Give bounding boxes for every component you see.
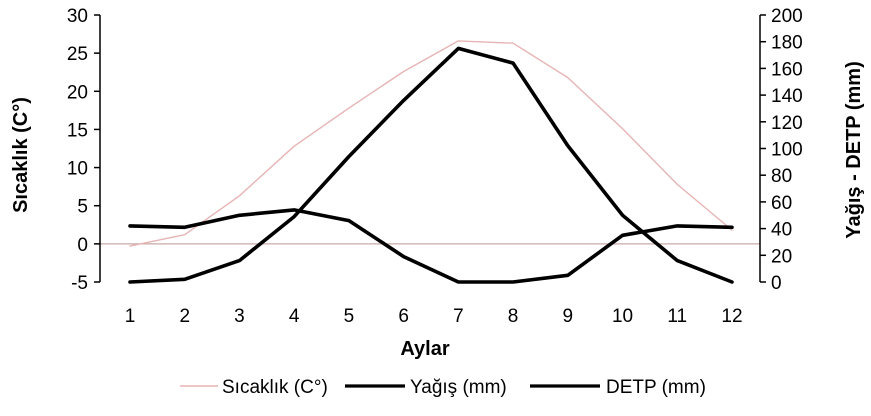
legend-label: Yağış (mm) <box>410 377 507 398</box>
series-line-1 <box>129 40 733 247</box>
legend-label: Sıcaklık (C°) <box>222 377 328 398</box>
x-tick-label: 11 <box>667 306 687 327</box>
left-tick-label: 5 <box>77 197 88 218</box>
right-tick-label: 200 <box>771 6 803 27</box>
x-tick-label: 8 <box>508 306 519 327</box>
x-tick-label: 12 <box>721 306 742 327</box>
left-axis-ticks: -5 0 5 10 15 20 25 30 <box>67 6 100 294</box>
right-tick-label: 100 <box>771 140 803 161</box>
series-layer <box>128 40 734 284</box>
x-tick-label: 6 <box>398 306 409 327</box>
left-tick-label: 15 <box>67 120 88 141</box>
x-tick-label: 5 <box>344 306 355 327</box>
series-line-2 <box>128 208 734 284</box>
left-tick-label: 20 <box>67 82 88 103</box>
legend-label: DETP (mm) <box>606 377 706 398</box>
right-tick-label: 0 <box>771 273 782 294</box>
y-axis-left-title: Sıcaklık (C°) <box>10 97 32 213</box>
x-tick-label: 1 <box>125 306 136 327</box>
left-tick-label: -5 <box>71 273 88 294</box>
left-tick-label: 10 <box>67 159 88 180</box>
x-tick-label: 9 <box>563 306 574 327</box>
right-axis-ticks: 0 20 40 60 80 100 120 140 160 180 200 <box>760 6 803 294</box>
right-tick-label: 80 <box>771 166 792 187</box>
x-axis-ticks: 1 2 3 4 5 6 7 8 9 10 11 12 <box>125 306 743 327</box>
left-tick-label: 30 <box>67 6 88 27</box>
x-tick-label: 2 <box>179 306 190 327</box>
x-tick-label: 7 <box>453 306 464 327</box>
x-tick-label: 4 <box>289 306 300 327</box>
right-tick-label: 120 <box>771 113 803 134</box>
y-axis-right-title: Yağış - DETP (mm) <box>843 61 865 238</box>
left-tick-label: 25 <box>67 44 88 65</box>
right-tick-label: 160 <box>771 59 803 80</box>
x-tick-label: 3 <box>234 306 245 327</box>
x-axis-title: Aylar <box>400 338 450 360</box>
right-tick-label: 40 <box>771 220 792 241</box>
right-tick-label: 20 <box>771 246 792 267</box>
legend: Sıcaklık (C°) Yağış (mm) DETP (mm) <box>180 377 706 398</box>
right-tick-label: 60 <box>771 193 792 214</box>
right-tick-label: 180 <box>771 33 803 54</box>
series-line-3 <box>128 46 734 284</box>
right-tick-label: 140 <box>771 86 803 107</box>
x-tick-label: 10 <box>612 306 633 327</box>
left-tick-label: 0 <box>77 235 88 256</box>
